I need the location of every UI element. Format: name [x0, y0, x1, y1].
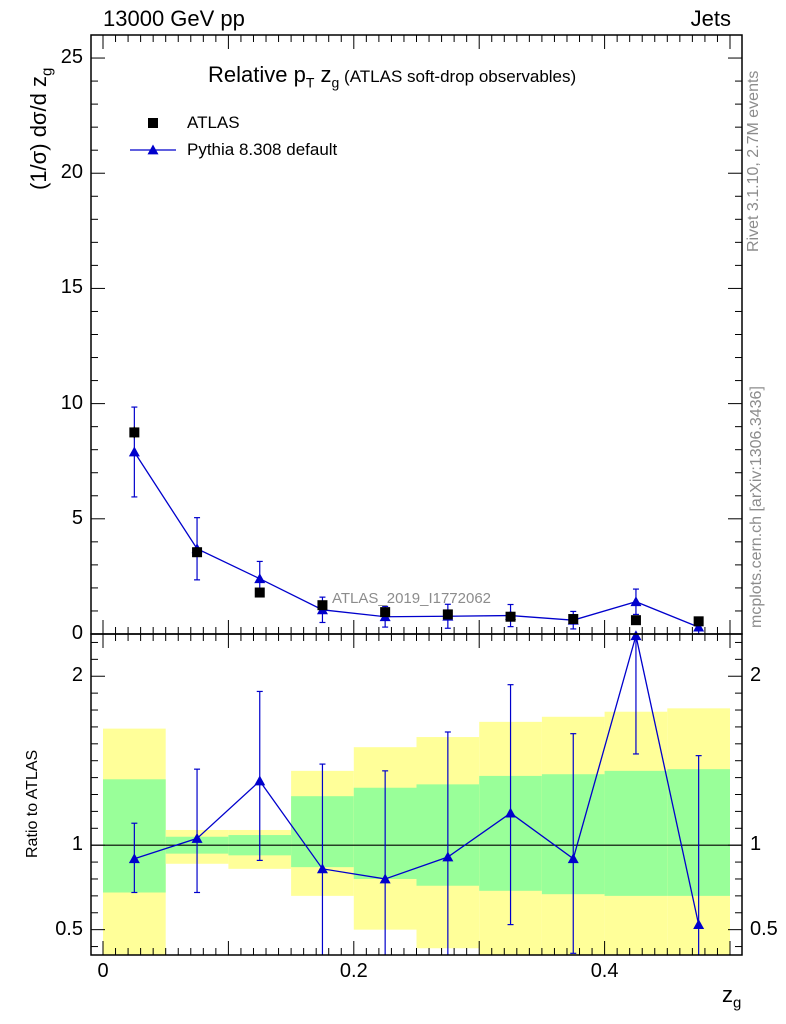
mc-point-8	[630, 596, 642, 607]
header-left-label: 13000 GeV pp	[103, 6, 245, 31]
axis-ticks	[91, 34, 742, 955]
legend-label-atlas: ATLAS	[187, 113, 240, 132]
ratio-point-7	[567, 853, 579, 864]
y-tick-label-0: 0	[71, 622, 83, 644]
legend-marker-atlas	[148, 118, 158, 128]
data-point-0	[129, 427, 140, 438]
data-point-8	[630, 615, 641, 626]
data-point-7	[568, 614, 579, 625]
mc-line	[133, 451, 699, 628]
y-tick-label-5: 5	[71, 506, 83, 529]
ratio-point-4	[379, 873, 391, 884]
ratio-y-tick-label-r-0: 0.5	[750, 917, 778, 940]
data-point-2	[254, 587, 265, 598]
x-axis-label: zg	[722, 982, 742, 1012]
analysis-watermark: ATLAS_2019_I1772062	[332, 590, 492, 607]
ratio-y-tick-label-1: 1	[71, 833, 83, 856]
y-tick-label-10: 10	[60, 391, 83, 414]
header-right-label: Jets	[690, 6, 731, 31]
ratio-point-1	[191, 832, 203, 843]
y-tick-label-20: 20	[60, 161, 83, 184]
mc-point-2	[254, 573, 266, 584]
mcplots-info-label: mcplots.cern.ch [arXiv:1306.3436]	[748, 386, 765, 628]
x-tick-label-0: 0	[97, 960, 109, 982]
data-point-6	[505, 611, 516, 622]
ratio-y-tick-label-r-1: 1	[750, 833, 762, 856]
mc-point-9	[693, 621, 705, 632]
data-point-5	[442, 609, 453, 620]
chart-title: Relative pT zg (ATLAS soft-drop observab…	[208, 62, 577, 91]
rivet-info-label: Rivet 3.1.10, 2.7M events	[745, 70, 762, 252]
ratio-mc-line	[134, 635, 700, 925]
ratio-point-6	[505, 807, 517, 818]
x-tick-label-1: 0.2	[339, 960, 368, 982]
data-point-1	[192, 547, 203, 558]
ratio-point-8	[630, 630, 642, 641]
data-point-4	[380, 607, 391, 618]
data-point-3	[317, 600, 328, 611]
band-inner-8	[604, 770, 668, 896]
legend-label-pythia: Pythia 8.308 default	[187, 140, 338, 159]
ratio-point-5	[442, 851, 454, 862]
ratio-point-0	[128, 853, 140, 864]
ratio-y-axis-label: Ratio to ATLAS	[24, 749, 41, 858]
ratio-point-2	[254, 775, 266, 786]
ratio-y-tick-label-0: 0.5	[55, 917, 83, 940]
ratio-y-tick-label-r-2: 2	[750, 664, 762, 687]
y-axis-label: (1/σ) dσ/d zg	[26, 67, 56, 190]
ratio-point-3	[316, 863, 328, 874]
mc-point-0	[128, 446, 140, 457]
legend-marker-pythia	[147, 144, 159, 155]
data-point-9	[693, 616, 704, 627]
legend	[130, 118, 176, 155]
x-tick-label-2: 0.4	[590, 960, 619, 982]
ratio-point-9	[693, 919, 705, 929]
ratio-y-tick-label-2: 2	[71, 664, 83, 687]
y-tick-label-25: 25	[60, 46, 83, 69]
data-series	[129, 426, 704, 627]
y-tick-label-15: 15	[60, 276, 83, 299]
